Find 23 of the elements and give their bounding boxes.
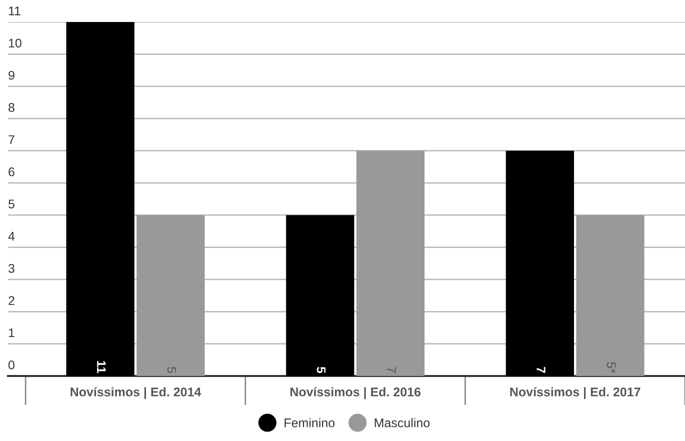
- y-tick-label: 9: [8, 70, 14, 80]
- legend-label: Masculino: [374, 418, 430, 428]
- y-tick-label: 4: [8, 232, 15, 241]
- y-tick-label: 0: [8, 360, 14, 370]
- y-tick-label: 6: [8, 167, 14, 176]
- y-tick-label: 5: [8, 200, 14, 208]
- data-label: 5: [167, 366, 176, 373]
- y-tick-label: 3: [8, 264, 14, 273]
- data-label: 11: [97, 361, 106, 374]
- y-tick-label: 2: [8, 296, 14, 305]
- y-tick-label: 8: [8, 103, 14, 112]
- data-label: 7: [536, 367, 546, 373]
- y-tick-label: 7: [8, 135, 14, 144]
- x-tick-label: Novíssimos | Ed. 2017: [510, 387, 640, 400]
- data-label: 5*: [606, 362, 616, 374]
- y-tick-label: 11: [8, 6, 20, 16]
- y-tick-label: 1: [8, 328, 14, 338]
- data-label: 7: [387, 367, 396, 373]
- x-tick-label: Novíssimos | Ed. 2016: [290, 387, 421, 400]
- x-tick-label: Novíssimos | Ed. 2014: [70, 387, 202, 400]
- data-label: 5: [316, 366, 326, 374]
- y-tick-label: 10: [8, 38, 22, 48]
- legend-label: Feminino: [284, 418, 335, 428]
